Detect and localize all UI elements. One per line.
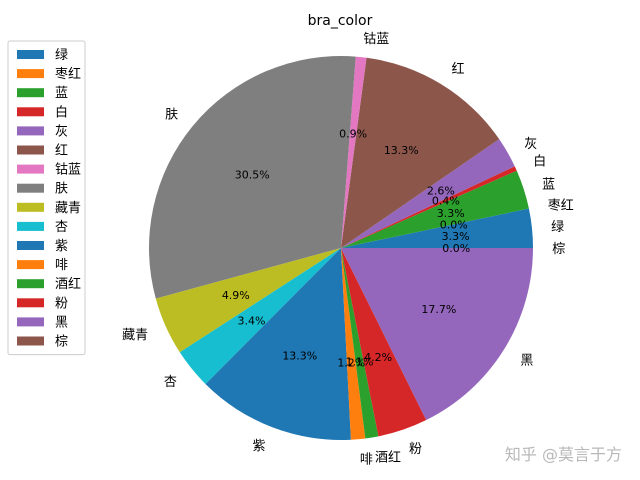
slice-percent-label: 1.2% — [337, 357, 365, 370]
legend-label: 蓝 — [55, 86, 68, 101]
legend-label: 酒红 — [55, 276, 81, 292]
pie-slice — [341, 56, 367, 248]
slice-percent-label: 3.4% — [238, 315, 266, 328]
slice-percent-label: 0.9% — [339, 127, 367, 140]
slice-percent-label: 1.1% — [346, 356, 374, 369]
slice-category-label: 啡 — [360, 452, 373, 467]
slice-category-label: 枣红 — [548, 198, 574, 214]
slice-percent-label: 30.5% — [235, 169, 270, 182]
pie-slice — [205, 248, 351, 440]
legend-swatch — [17, 145, 44, 155]
legend-swatch — [17, 126, 44, 136]
legend-label: 粉 — [55, 296, 68, 311]
slice-category-label: 杏 — [164, 375, 177, 390]
pie-slice — [341, 139, 515, 248]
pie-slices — [149, 56, 533, 440]
legend-frame — [7, 40, 86, 356]
slice-category-label: 酒红 — [375, 449, 401, 465]
pie-percentage-labels: 3.3%0.0%3.3%0.4%2.6%13.3%0.9%30.5%4.9%3.… — [222, 127, 470, 369]
legend-label: 黑 — [55, 315, 68, 330]
slice-category-label: 紫 — [252, 439, 265, 454]
pie-slice — [341, 57, 500, 249]
slice-percent-label: 4.2% — [364, 351, 392, 364]
legend-label: 绿 — [55, 48, 68, 63]
slice-percent-label: 17.7% — [421, 303, 456, 316]
slice-percent-label: 13.3% — [384, 144, 419, 157]
legend-label: 紫 — [55, 239, 68, 254]
chart-title: bra_color — [308, 13, 373, 29]
slice-category-label: 蓝 — [542, 177, 555, 192]
slice-category-label: 棕 — [552, 242, 565, 257]
legend-label: 灰 — [55, 124, 68, 139]
slice-percent-label: 13.3% — [282, 350, 317, 363]
slice-percent-label: 4.9% — [222, 289, 250, 302]
pie-slice — [341, 248, 533, 421]
slice-category-label: 藏青 — [122, 328, 148, 343]
pie-slice — [149, 56, 356, 299]
slice-category-label: 红 — [452, 61, 465, 77]
pie-slice — [341, 208, 533, 248]
slice-category-label: 肤 — [165, 108, 178, 123]
pie-slice — [341, 170, 529, 248]
legend-swatch — [17, 202, 44, 212]
legend-swatch — [17, 221, 44, 231]
pie-slice — [341, 166, 517, 248]
slice-percent-label: 0.0% — [440, 218, 468, 231]
pie-slice — [155, 248, 341, 353]
slice-percent-label: 0.4% — [432, 194, 460, 207]
pie-slice — [341, 248, 366, 440]
slice-percent-label: 2.6% — [427, 185, 455, 198]
legend-swatch — [17, 50, 44, 59]
slice-percent-label: 0.0% — [442, 242, 470, 255]
slice-category-label: 钴蓝 — [363, 32, 389, 47]
legend-label: 钴蓝 — [55, 163, 81, 178]
slice-category-label: 绿 — [551, 220, 564, 235]
slice-percent-label: 3.3% — [442, 230, 470, 243]
legend-label: 枣红 — [55, 66, 81, 82]
pie-slice — [341, 248, 427, 437]
legend-swatch — [17, 260, 44, 270]
slice-category-label: 灰 — [524, 137, 537, 152]
legend-label: 白 — [55, 104, 68, 120]
pie-slice — [179, 248, 341, 385]
legend-swatch — [17, 336, 44, 346]
pie-slice — [341, 248, 379, 439]
legend-swatch — [17, 317, 44, 327]
legend-label: 红 — [55, 143, 68, 159]
legend-swatch — [17, 241, 44, 250]
slice-category-label: 粉 — [409, 442, 422, 457]
legend-swatch — [17, 279, 44, 289]
legend-swatch — [17, 183, 44, 193]
legend-swatch — [17, 107, 44, 117]
legend-label: 棕 — [55, 335, 68, 350]
legend-label: 杏 — [55, 220, 68, 235]
legend-swatch — [17, 164, 44, 174]
legend-swatch — [17, 298, 44, 308]
slice-category-label: 白 — [533, 154, 546, 170]
slice-percent-label: 3.3% — [437, 207, 465, 220]
legend-swatch — [17, 88, 44, 98]
legend-label: 藏青 — [55, 201, 81, 216]
watermark: 知乎 @莫言于方 — [505, 445, 622, 464]
legend-swatch — [17, 69, 44, 79]
slice-category-label: 黑 — [520, 353, 533, 368]
legend-label: 啡 — [55, 258, 68, 273]
legend-label: 肤 — [55, 182, 68, 197]
